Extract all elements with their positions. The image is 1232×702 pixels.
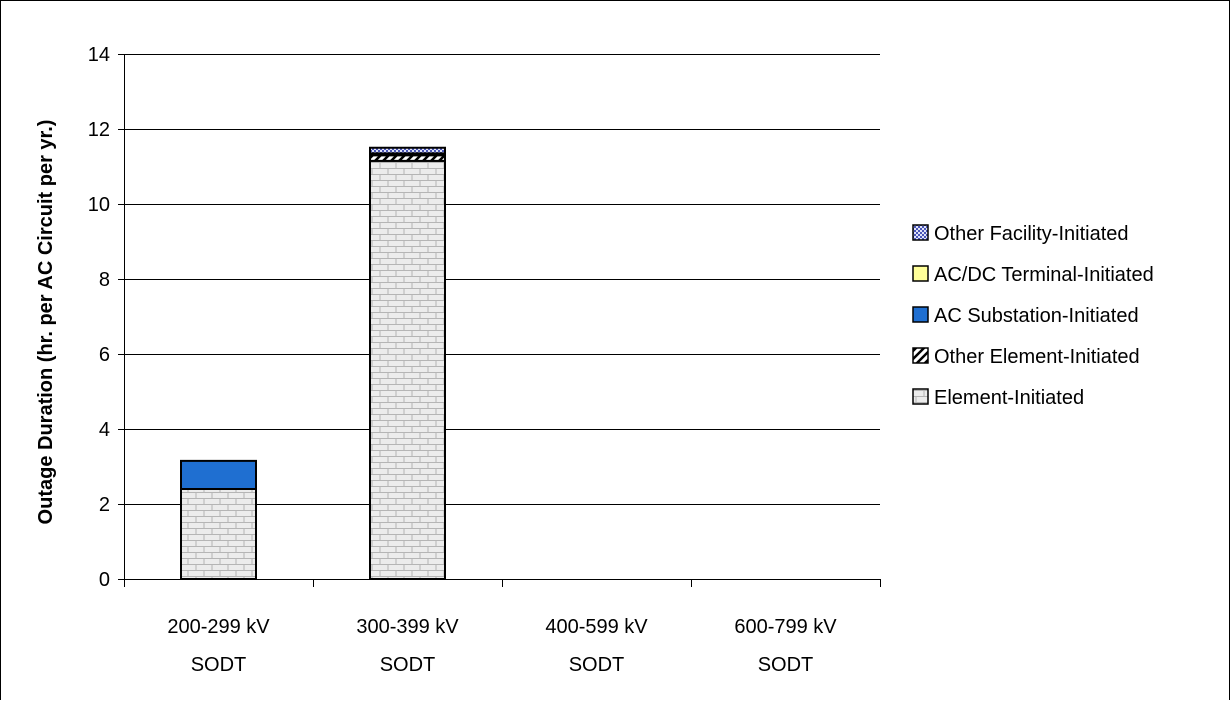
y-tick-label: 0 <box>99 569 110 591</box>
legend-label: AC/DC Terminal-Initiated <box>934 264 1154 286</box>
y-tick-label: 4 <box>99 419 110 441</box>
legend-swatch <box>912 224 929 241</box>
gridlines <box>124 54 880 505</box>
x-tick-label: SODT <box>380 654 436 676</box>
y-tick-label: 2 <box>99 494 110 516</box>
x-tick-label: 300-399 kV <box>356 616 459 638</box>
y-tick-labels: 0 2 4 6 8 10 12 14 <box>88 44 110 591</box>
y-tick-label: 10 <box>88 194 110 216</box>
legend: Other Facility-Initiated AC/DC Terminal-I… <box>912 223 1154 409</box>
legend-swatch <box>912 347 929 364</box>
legend-swatch <box>912 265 929 282</box>
y-tick-label: 12 <box>88 119 110 141</box>
legend-label: Element-Initiated <box>934 387 1084 409</box>
x-tick-label: 400-599 kV <box>545 616 648 638</box>
y-axis-label: Outage Duration (hr. per AC Circuit per … <box>35 120 57 525</box>
x-tick-label: SODT <box>191 654 247 676</box>
x-tick-label: SODT <box>569 654 625 676</box>
x-tick-label: 200-299 kV <box>167 616 270 638</box>
bars <box>180 146 446 580</box>
y-tick-label: 14 <box>88 44 110 66</box>
bar-segment <box>180 459 257 490</box>
legend-swatch <box>912 306 929 323</box>
y-tick-label: 6 <box>99 344 110 366</box>
y-tick-label: 8 <box>99 269 110 291</box>
legend-swatch <box>912 388 929 405</box>
bar-segment <box>369 146 446 155</box>
x-tick-label: SODT <box>758 654 814 676</box>
legend-label: AC Substation-Initiated <box>934 305 1139 327</box>
legend-label: Other Element-Initiated <box>934 346 1140 368</box>
x-tick-labels: 200-299 kV SODT 300-399 kV SODT 400-599 kV SO… <box>167 616 837 676</box>
bar-segment <box>369 159 446 580</box>
axes <box>118 54 881 587</box>
x-tick-label: 600-799 kV <box>734 616 837 638</box>
bar-segment <box>180 488 257 580</box>
legend-label: Other Facility-Initiated <box>934 223 1129 245</box>
